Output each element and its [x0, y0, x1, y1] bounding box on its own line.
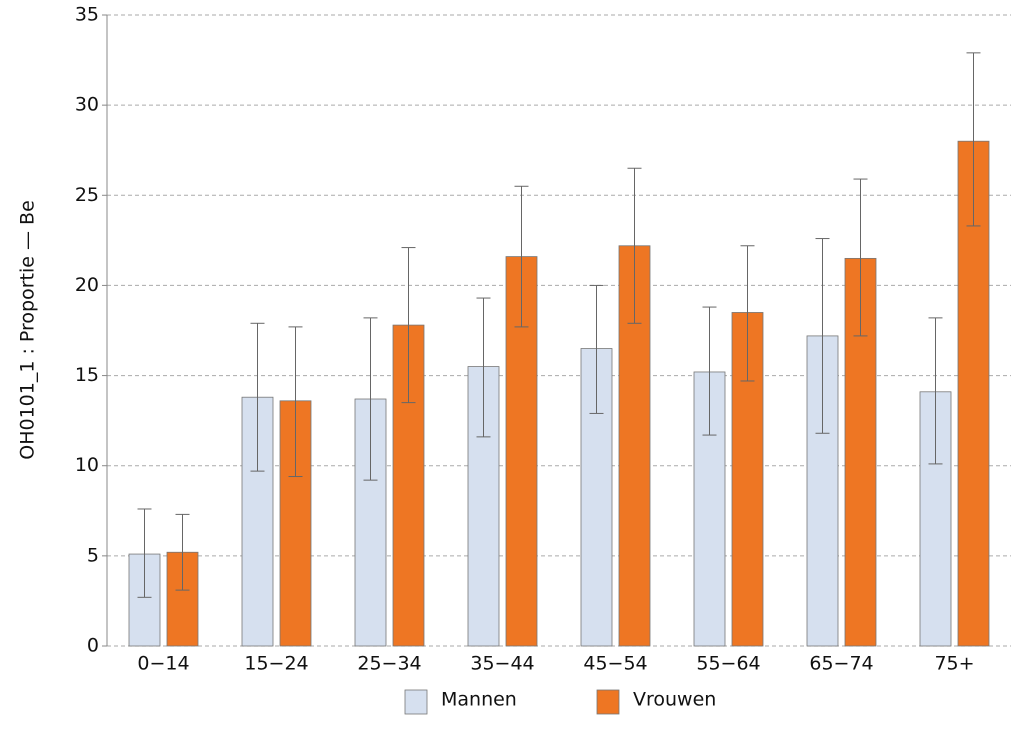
y-tick-label: 10 [75, 454, 99, 476]
error-bar [476, 297, 491, 438]
x-tick-label: 0−14 [137, 653, 189, 675]
error-bar [175, 513, 190, 591]
y-tick-label: 15 [75, 364, 99, 386]
error-bar [966, 52, 981, 227]
x-tick-label: 55−64 [696, 653, 760, 675]
x-tick-label: 15−24 [244, 653, 308, 675]
error-bar [702, 306, 717, 436]
error-bar [627, 167, 642, 324]
y-tick-label: 25 [75, 184, 99, 206]
y-tick-label: 30 [75, 94, 99, 116]
error-bar [853, 178, 868, 337]
error-bar [740, 245, 755, 382]
legend-swatch [404, 689, 428, 715]
y-tick-label: 0 [87, 635, 99, 657]
error-bar [815, 238, 830, 434]
error-bar [363, 317, 378, 481]
error-bar [137, 508, 152, 598]
legend-label: Vrouwen [633, 689, 716, 711]
x-tick-label: 75+ [934, 653, 974, 675]
y-tick-label: 35 [75, 4, 99, 26]
legend-label: Mannen [441, 689, 517, 711]
error-bar [928, 317, 943, 465]
x-tick-label: 25−34 [357, 653, 421, 675]
x-tick-label: 45−54 [583, 653, 647, 675]
error-bar [514, 185, 529, 328]
error-bar [288, 326, 303, 478]
x-tick-label: 35−44 [470, 653, 534, 675]
error-bar [589, 284, 604, 414]
legend-swatch [596, 689, 620, 715]
y-tick-label: 20 [75, 274, 99, 296]
error-bar [401, 247, 416, 404]
error-bar [250, 322, 265, 472]
x-tick-label: 65−74 [809, 653, 873, 675]
y-tick-label: 5 [87, 544, 99, 566]
y-axis-label: OH0101_1 : Proportie — Be [17, 200, 39, 460]
